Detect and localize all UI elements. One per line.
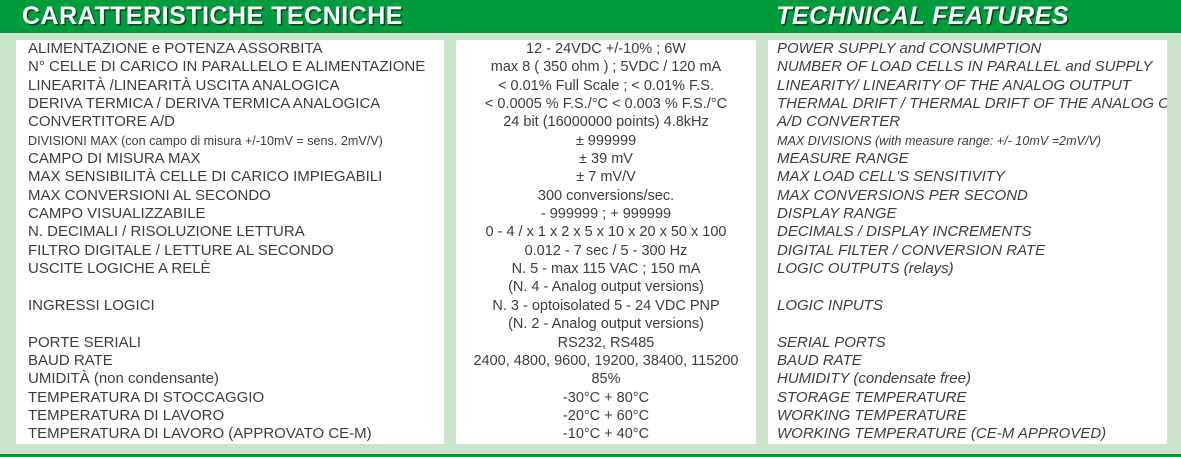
spec-label-it: DIVISIONI MAX (con campo di misura +/-10…	[28, 133, 383, 148]
spec-label-it: CAMPO DI MISURA MAX	[28, 150, 201, 168]
spec-label-it: BAUD RATE	[28, 351, 113, 369]
spec-label-it: USCITE LOGICHE A RELÈ	[28, 260, 211, 278]
spec-value: N. 5 - max 115 VAC ; 150 mA	[511, 261, 701, 278]
spec-value: -30°C + 80°C	[562, 389, 650, 406]
spec-label-en: MEASURE RANGE	[777, 150, 909, 168]
spec-value: -10°C + 40°C	[562, 426, 650, 443]
spec-table: ALIMENTAZIONE e POTENZA ASSORBITA N° CELL…	[0, 33, 1181, 457]
spec-label-en: MAX LOAD CELL'S SENSITIVITY	[777, 168, 1005, 186]
spec-value: max 8 ( 350 ohm ) ; 5VDC / 120 mA	[490, 59, 722, 76]
spec-label-en: STORAGE TEMPERATURE	[777, 388, 967, 406]
spec-value: 12 - 24VDC +/-10% ; 6W	[526, 41, 686, 57]
spec-value: 0 - 4 / x 1 x 2 x 5 x 10 x 20 x 50 x 100	[485, 224, 727, 241]
spec-value: ± 7 mV/V	[576, 169, 636, 186]
spec-label-it: N. DECIMALI / RISOLUZIONE LETTURA	[28, 223, 305, 241]
spec-label-en: LINEARITY/ LINEARITY OF THE ANALOG OUTPU…	[777, 76, 1131, 94]
header-title-english: TECHNICAL FEATURES	[776, 2, 1069, 30]
spec-label-en: DISPLAY RANGE	[777, 205, 897, 223]
spec-label-it	[16, 315, 444, 333]
column-values: 12 - 24VDC +/-10% ; 6W max 8 ( 350 ohm ) …	[456, 40, 756, 444]
spec-label-it	[16, 278, 444, 296]
spec-value: < 0.01% Full Scale ; < 0.01% F.S.	[497, 77, 714, 94]
header-bar: CARATTERISTICHE TECNICHE TECHNICAL FEATU…	[0, 0, 1181, 33]
spec-value: - 999999 ; + 999999	[540, 206, 672, 223]
spec-label-en	[768, 278, 1167, 296]
spec-label-it: CONVERTITORE A/D	[28, 113, 175, 131]
spec-value: (N. 4 - Analog output versions)	[508, 279, 704, 296]
spec-label-it: UMIDITÀ (non condensante)	[28, 370, 219, 388]
spec-label-en: LOGIC INPUTS	[777, 296, 883, 314]
spec-value: (N. 2 - Analog output versions)	[508, 316, 704, 333]
spec-label-it: TEMPERATURA DI LAVORO	[28, 406, 225, 424]
spec-label-en: POWER SUPPLY and CONSUMPTION	[777, 40, 1042, 57]
spec-value: 300 conversions/sec.	[537, 187, 675, 204]
spec-value: 24 bit (16000000 points) 4.8kHz	[503, 114, 709, 131]
column-italian-labels: ALIMENTAZIONE e POTENZA ASSORBITA N° CELL…	[16, 40, 444, 444]
spec-label-en	[768, 315, 1167, 333]
spec-value: RS232, RS485	[557, 334, 655, 351]
spec-label-en: DIGITAL FILTER / CONVERSION RATE	[777, 241, 1046, 259]
spec-value: 0.012 - 7 sec / 5 - 300 Hz	[524, 242, 688, 259]
spec-label-it: TEMPERATURA DI LAVORO (APPROVATO CE-M)	[28, 425, 372, 443]
spec-label-en: BAUD RATE	[777, 351, 862, 369]
spec-label-it: INGRESSI LOGICI	[28, 296, 155, 314]
spec-label-en: HUMIDITY (condensate free)	[777, 370, 971, 388]
spec-value: 2400, 4800, 9600, 19200, 38400, 115200	[473, 352, 739, 369]
spec-label-en: MAX CONVERSIONS PER SECOND	[777, 186, 1028, 204]
spec-label-en: SERIAL PORTS	[777, 333, 886, 351]
spec-label-it: DERIVA TERMICA / DERIVA TERMICA ANALOGIC…	[28, 95, 381, 113]
spec-label-en: DECIMALS / DISPLAY INCREMENTS	[777, 223, 1032, 241]
spec-value: < 0.0005 % F.S./°C < 0.003 % F.S./°C	[484, 96, 728, 113]
spec-label-en: THERMAL DRIFT / THERMAL DRIFT OF THE ANA…	[777, 95, 1167, 113]
spec-label-en: A/D CONVERTER	[777, 113, 901, 131]
header-title-italian: CARATTERISTICHE TECNICHE	[22, 2, 403, 30]
spec-value: ± 39 mV	[579, 151, 633, 168]
spec-label-en: LOGIC OUTPUTS (relays)	[777, 260, 954, 278]
spec-value: 85%	[591, 371, 621, 388]
bottom-accent-line	[0, 454, 1181, 457]
spec-label-it: ALIMENTAZIONE e POTENZA ASSORBITA	[28, 40, 323, 57]
spec-label-it: MAX CONVERSIONI AL SECONDO	[28, 186, 271, 204]
spec-label-en: WORKING TEMPERATURE	[777, 406, 967, 424]
spec-value: -20°C + 60°C	[562, 407, 650, 424]
spec-label-en: NUMBER OF LOAD CELLS IN PARALLEL and SUP…	[777, 58, 1153, 76]
spec-label-en: WORKING TEMPERATURE (CE-M APPROVED)	[777, 425, 1107, 443]
spec-label-it: LINEARITÀ /LINEARITÀ USCITA ANALOGICA	[28, 76, 340, 94]
spec-value: ± 999999	[575, 132, 637, 149]
spec-label-en: MAX DIVISIONS (with measure range: +/- 1…	[777, 133, 1102, 148]
spec-label-it: MAX SENSIBILITÀ CELLE DI CARICO IMPIEGAB…	[28, 168, 383, 186]
column-english-labels: POWER SUPPLY and CONSUMPTION NUMBER OF LO…	[768, 40, 1167, 444]
spec-label-it: PORTE SERIALI	[28, 333, 142, 351]
spec-label-it: CAMPO VISUALIZZABILE	[28, 205, 206, 223]
spec-label-it: N° CELLE DI CARICO IN PARALLELO E ALIMEN…	[28, 58, 426, 76]
spec-value: N. 3 - optoisolated 5 - 24 VDC PNP	[492, 297, 720, 314]
spec-label-it: FILTRO DIGITALE / LETTURE AL SECONDO	[28, 241, 334, 259]
spec-label-it: TEMPERATURA DI STOCCAGGIO	[28, 388, 265, 406]
